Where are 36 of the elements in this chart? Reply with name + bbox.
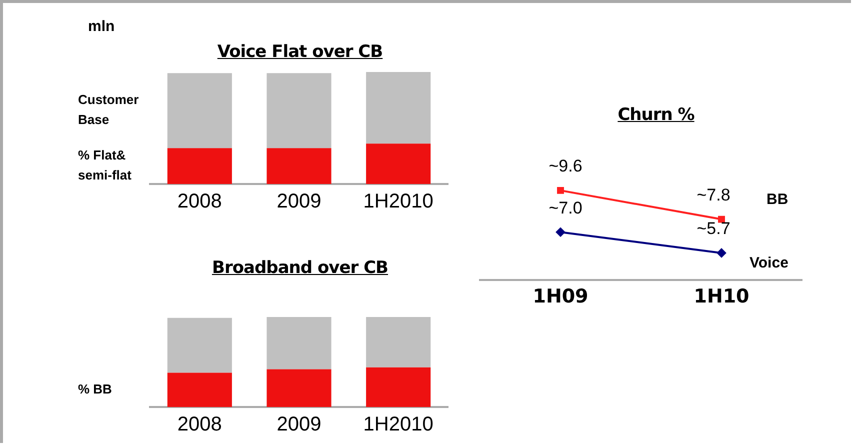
point [717, 248, 726, 258]
point [557, 186, 564, 194]
x-tick-label: 1H2010 [363, 190, 434, 213]
x-tick-label: 1H2010 [363, 414, 434, 436]
chart-title: Churn % [616, 105, 696, 125]
data-label: ~9.6 [548, 156, 582, 176]
data-label: ~7.0 [548, 198, 582, 218]
text: % Flat& semi-flat [78, 148, 132, 183]
bar [366, 72, 431, 144]
chart-title: Broadband over CB [210, 258, 390, 278]
x-tick-label: 1H10 [694, 286, 750, 308]
text: Customer Base [78, 92, 139, 128]
data-label: ~5.7 [696, 219, 730, 238]
x-tick-label: 1H09 [532, 286, 588, 308]
point [556, 228, 565, 237]
bar [167, 73, 232, 148]
chart-title: Voice Flat over CB [216, 42, 384, 62]
bar [266, 369, 332, 407]
text: mln [88, 18, 115, 35]
x-tick-label: 2008 [177, 414, 222, 436]
series-label: Voice [750, 254, 788, 272]
bar [366, 367, 431, 407]
bar [366, 144, 431, 184]
x-tick-label: 2009 [276, 190, 322, 213]
x-tick-label: 2009 [276, 414, 322, 436]
bar [266, 148, 332, 184]
bar [366, 317, 431, 368]
bar [167, 318, 232, 373]
text: BB [766, 190, 788, 208]
text: % BB [78, 381, 112, 396]
bar [167, 372, 232, 407]
data-label: ~7.8 [696, 185, 730, 204]
bar [266, 317, 332, 370]
bar [167, 148, 232, 184]
x-tick-label: 2008 [177, 190, 222, 213]
bar [266, 73, 332, 148]
